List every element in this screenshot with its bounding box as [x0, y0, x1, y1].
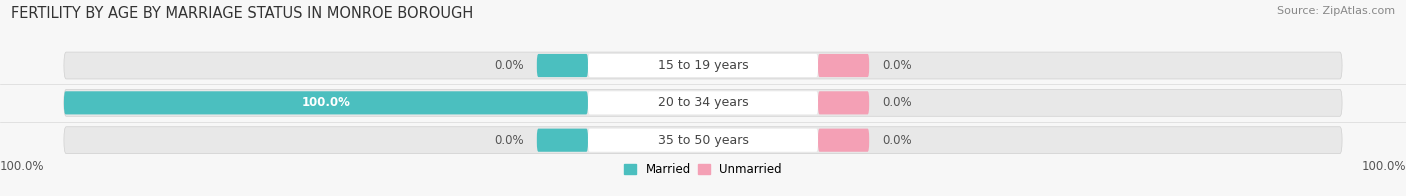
Text: FERTILITY BY AGE BY MARRIAGE STATUS IN MONROE BOROUGH: FERTILITY BY AGE BY MARRIAGE STATUS IN M… [11, 6, 474, 21]
FancyBboxPatch shape [63, 89, 1343, 116]
Text: 0.0%: 0.0% [495, 59, 524, 72]
FancyBboxPatch shape [818, 91, 869, 114]
FancyBboxPatch shape [818, 129, 869, 152]
FancyBboxPatch shape [537, 129, 588, 152]
FancyBboxPatch shape [63, 52, 1343, 79]
Text: 20 to 34 years: 20 to 34 years [658, 96, 748, 109]
FancyBboxPatch shape [537, 54, 588, 77]
FancyBboxPatch shape [588, 54, 818, 77]
FancyBboxPatch shape [588, 129, 818, 152]
Text: 35 to 50 years: 35 to 50 years [658, 134, 748, 147]
FancyBboxPatch shape [588, 91, 818, 114]
Text: 0.0%: 0.0% [882, 96, 911, 109]
Text: 0.0%: 0.0% [495, 134, 524, 147]
Text: 0.0%: 0.0% [882, 134, 911, 147]
FancyBboxPatch shape [818, 54, 869, 77]
FancyBboxPatch shape [63, 127, 1343, 154]
Legend: Married, Unmarried: Married, Unmarried [624, 163, 782, 176]
Text: 0.0%: 0.0% [882, 59, 911, 72]
Text: 100.0%: 100.0% [301, 96, 350, 109]
FancyBboxPatch shape [63, 91, 588, 114]
Text: 100.0%: 100.0% [0, 160, 45, 173]
Text: 15 to 19 years: 15 to 19 years [658, 59, 748, 72]
Text: 100.0%: 100.0% [1361, 160, 1406, 173]
Text: Source: ZipAtlas.com: Source: ZipAtlas.com [1277, 6, 1395, 16]
